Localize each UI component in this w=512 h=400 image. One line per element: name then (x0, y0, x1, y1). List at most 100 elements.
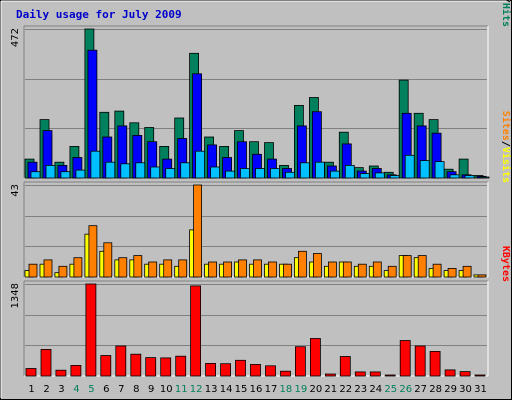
x-tick-label-day-11: 11 (175, 384, 188, 395)
chart-title: Daily usage for July 2009 (16, 8, 182, 21)
x-tick-label-day-10: 10 (160, 384, 173, 395)
bar-sites-day-30 (462, 265, 472, 278)
bar-pages-day-18 (285, 171, 295, 179)
x-tick-label-day-17: 17 (265, 384, 278, 395)
bar-sites-day-10 (163, 259, 173, 278)
x-tick-label-day-23: 23 (354, 384, 367, 395)
bar-pages-day-6 (105, 161, 116, 179)
bar-kbytes-day-26 (399, 340, 411, 377)
bar-pages-day-2 (45, 164, 56, 179)
bar-sites-day-24 (372, 261, 382, 278)
bar-sites-day-1 (28, 263, 38, 278)
y-max-label: 1348 (10, 283, 21, 308)
x-tick-label-day-3: 3 (58, 384, 64, 395)
bar-sites-day-5 (88, 225, 98, 278)
bar-pages-day-24 (374, 172, 385, 179)
bar-pages-day-4 (75, 169, 86, 179)
x-tick-label-day-27: 27 (414, 384, 427, 395)
bar-pages-day-14 (225, 170, 236, 179)
bar-kbytes-day-28 (429, 350, 441, 377)
bar-pages-day-7 (120, 163, 131, 179)
bar-sites-day-25 (387, 265, 397, 278)
bar-pages-day-11 (180, 162, 191, 179)
bar-pages-day-27 (419, 160, 430, 179)
bar-pages-day-21 (329, 170, 340, 179)
x-tick-label-day-18: 18 (280, 384, 293, 395)
bar-sites-day-11 (178, 259, 188, 278)
bar-kbytes-day-18 (280, 370, 291, 377)
bar-sites-day-29 (447, 267, 457, 278)
bar-sites-day-22 (342, 261, 352, 278)
bar-kbytes-day-22 (339, 356, 351, 377)
x-tick-label-day-20: 20 (310, 384, 323, 395)
legend-kbytes: KBytes (500, 246, 511, 282)
bar-sites-day-28 (432, 263, 442, 278)
x-tick-label-day-16: 16 (250, 384, 263, 395)
bar-kbytes-day-29 (444, 369, 456, 377)
x-tick-label-day-12: 12 (190, 384, 203, 395)
bar-pages-day-15 (240, 168, 250, 179)
bar-sites-day-18 (283, 263, 292, 278)
bar-kbytes-day-31 (474, 374, 486, 377)
x-tick-label-day-25: 25 (384, 384, 397, 395)
x-tick-label-day-4: 4 (73, 384, 79, 395)
x-tick-label-day-5: 5 (88, 384, 94, 395)
bar-kbytes-day-9 (145, 357, 157, 377)
bar-pages-day-20 (314, 161, 325, 179)
bar-pages-day-5 (90, 150, 101, 179)
bar-kbytes-day-23 (354, 371, 366, 377)
bar-sites-day-9 (148, 261, 158, 278)
legend-hits: Hits (500, 3, 512, 27)
bar-kbytes-day-10 (160, 357, 172, 377)
x-tick-label-day-29: 29 (444, 384, 457, 395)
bar-pages-day-25 (389, 175, 400, 179)
bar-sites-day-3 (58, 265, 68, 278)
legend-kbytes: KBytes (500, 246, 511, 282)
bar-pages-day-12 (195, 150, 206, 179)
bar-kbytes-day-25 (384, 374, 396, 377)
bar-sites-day-13 (208, 261, 218, 278)
legend-separator: / (500, 0, 511, 3)
bar-kbytes-day-16 (250, 363, 261, 377)
bar-sites-day-20 (312, 253, 322, 278)
bar-kbytes-day-12 (190, 285, 202, 377)
x-tick-label-day-26: 26 (399, 384, 412, 395)
bar-sites-day-7 (118, 257, 128, 278)
bar-sites-day-23 (357, 263, 367, 278)
bar-sites-day-17 (268, 261, 277, 278)
bar-sites-day-15 (238, 259, 247, 278)
legend-separator: / (500, 141, 511, 147)
legend-sites: Sites (500, 111, 512, 141)
x-tick-label-day-8: 8 (133, 384, 139, 395)
x-tick-label-day-1: 1 (28, 384, 34, 395)
bar-kbytes-day-13 (205, 362, 217, 377)
bar-kbytes-day-4 (70, 364, 82, 377)
bar-kbytes-day-1 (25, 368, 37, 377)
bar-kbytes-day-2 (40, 348, 52, 377)
bar-kbytes-day-30 (459, 371, 471, 377)
x-tick-label-day-7: 7 (118, 384, 124, 395)
legend-visits: Visits (500, 147, 512, 183)
bar-kbytes-day-11 (175, 355, 187, 377)
bar-pages-day-13 (210, 166, 221, 179)
bar-kbytes-day-17 (265, 365, 276, 377)
y-max-label: 43 (10, 184, 21, 197)
bar-sites-day-6 (103, 242, 113, 278)
bar-kbytes-day-5 (85, 283, 97, 377)
x-tick-label-day-28: 28 (429, 384, 442, 395)
bar-pages-day-29 (449, 174, 460, 179)
x-tick-label-day-14: 14 (220, 384, 233, 395)
x-tick-label-day-9: 9 (148, 384, 154, 395)
bar-kbytes-day-7 (115, 345, 127, 377)
bar-sites-day-21 (327, 261, 337, 278)
bar-kbytes-day-15 (235, 359, 246, 377)
x-tick-label-day-13: 13 (205, 384, 218, 395)
bar-sites-day-2 (43, 259, 53, 278)
bar-pages-day-30 (464, 175, 475, 179)
bar-pages-day-23 (359, 173, 370, 179)
y-max-label: 472 (10, 28, 21, 47)
legend-hits-files-pages: Pages/Files/Hits (500, 0, 512, 27)
bar-sites-day-8 (133, 255, 143, 278)
bar-kbytes-day-14 (220, 363, 232, 377)
